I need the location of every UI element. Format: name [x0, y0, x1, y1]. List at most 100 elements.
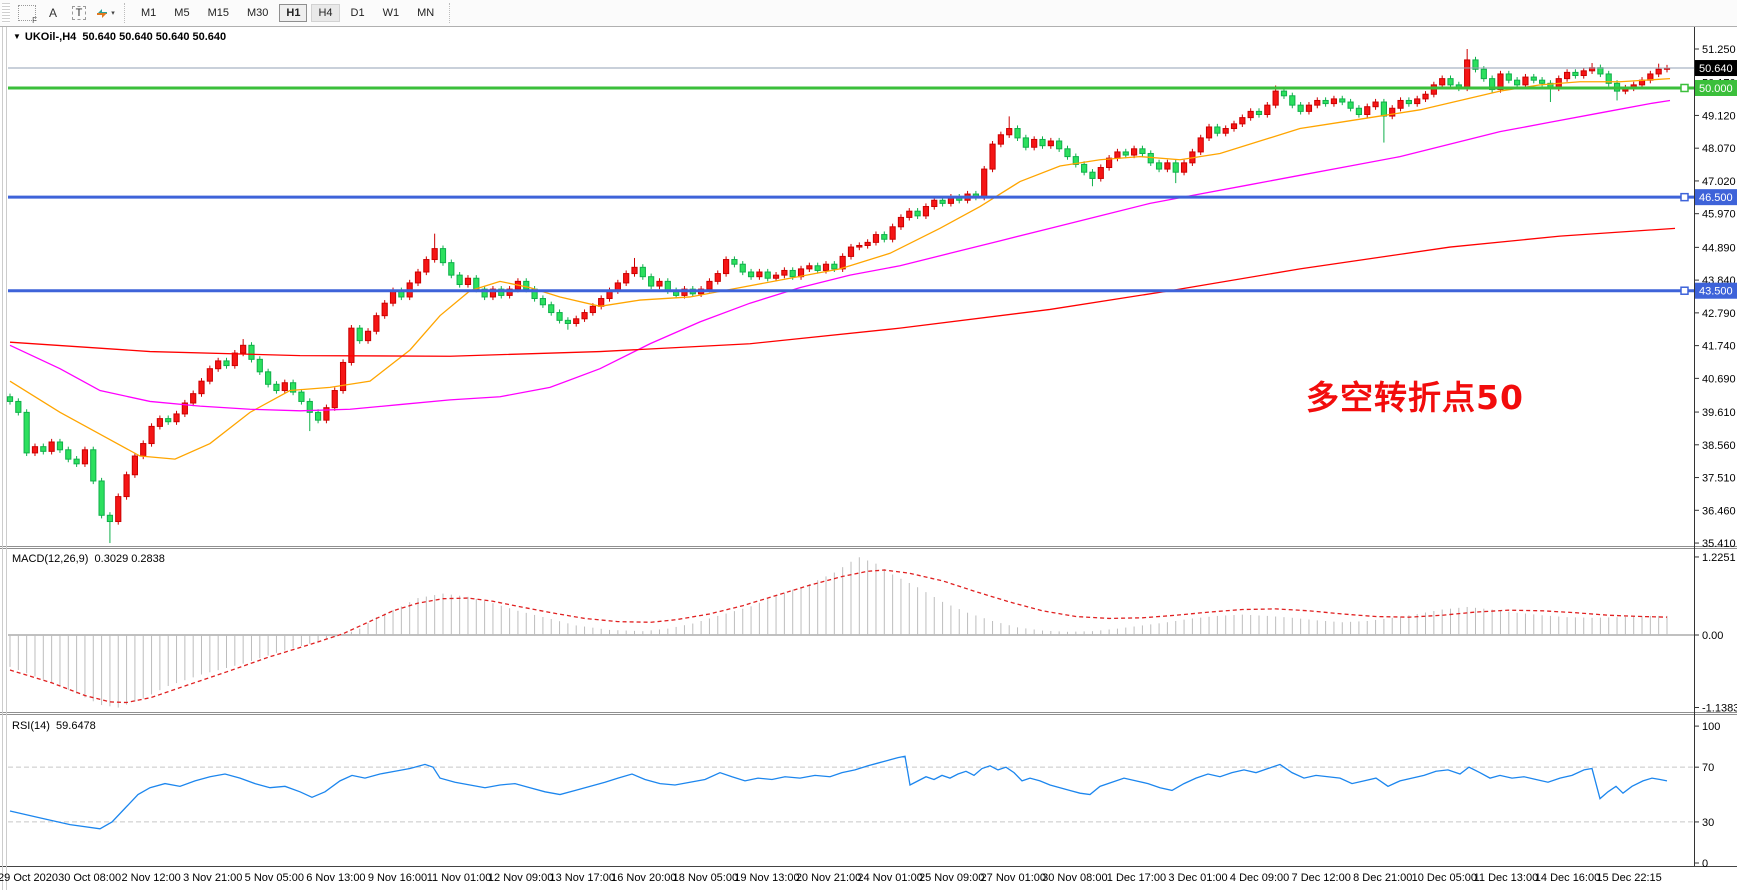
candle-body [456, 274, 463, 285]
ohlc-values: 50.640 50.640 50.640 50.640 [82, 31, 227, 43]
candle-body [81, 449, 89, 465]
candle-body [1255, 110, 1263, 115]
candle-body [548, 304, 555, 314]
candle-body [23, 411, 30, 454]
candle-body [931, 199, 938, 208]
candle-body [131, 455, 138, 476]
symbol-title: ▼ UKOil-,H4 50.640 50.640 50.640 50.640 [13, 31, 226, 43]
candle-body [631, 266, 638, 275]
time-axis-label: 18 Nov 05:00 [673, 872, 738, 884]
grid-f-icon[interactable]: F [16, 2, 38, 25]
time-axis-label: 30 Nov 08:00 [1042, 872, 1107, 884]
level-line-handle[interactable] [1680, 192, 1689, 202]
candle-body [364, 330, 372, 342]
rsi-title: RSI(14) [12, 720, 50, 732]
candle-body [1330, 98, 1338, 105]
candle-body [306, 400, 313, 413]
timeframe-w1-button[interactable]: W1 [376, 4, 407, 22]
candle-body [831, 263, 838, 270]
candle-body [98, 480, 105, 516]
candle-body [240, 344, 247, 354]
macd-current-values: 0.3029 0.2838 [94, 553, 165, 565]
timeframe-d1-button[interactable]: D1 [344, 4, 372, 22]
time-axis-label: 3 Dec 01:00 [1168, 872, 1227, 884]
candle-body [747, 271, 755, 278]
price-tick-label: 40.690 [1702, 373, 1736, 385]
candle-body [481, 288, 488, 298]
candle-body [1347, 101, 1354, 109]
time-axis-label: 29 Oct 2020 [0, 872, 58, 884]
candle-body [1514, 79, 1521, 86]
level-line-handle[interactable] [1680, 83, 1689, 93]
candle-body [15, 400, 22, 413]
level-line-handle[interactable] [1680, 286, 1689, 295]
timeframe-m15-button[interactable]: M15 [201, 4, 236, 22]
candle-body [1205, 126, 1213, 139]
candle-body [639, 266, 646, 278]
candle-body [1130, 148, 1138, 156]
paint-tool-icon[interactable]: ▾ [94, 2, 116, 24]
candle-body [1480, 68, 1487, 80]
chart-annotation-text[interactable]: 多空转折点50 [1306, 378, 1524, 417]
timeframe-m30-button[interactable]: M30 [240, 4, 275, 22]
candle-body [198, 380, 205, 395]
timeframe-m5-button[interactable]: M5 [167, 4, 196, 22]
candle-body [498, 288, 505, 296]
price-tick-label: 47.020 [1702, 176, 1736, 188]
candle-body [989, 143, 996, 170]
collapse-triangle-icon[interactable]: ▼ [13, 32, 21, 41]
time-axis-label: 13 Nov 17:00 [550, 872, 615, 884]
candle-body [1272, 90, 1279, 106]
candle-body [1031, 138, 1038, 148]
macd-signal-line [9, 569, 1668, 704]
timeframe-h1-button[interactable]: H1 [279, 4, 308, 22]
paint-tool-glyph [97, 9, 108, 18]
candle-body [506, 288, 513, 296]
rsi-current-value: 59.6478 [56, 720, 96, 732]
toolbar-drag-handle[interactable] [2, 3, 10, 23]
candle-body [897, 216, 905, 228]
candle-body [981, 168, 988, 198]
price-tick-label: 37.510 [1702, 473, 1736, 485]
price-badge-46.500 [1695, 189, 1737, 206]
candle-body [6, 396, 14, 402]
candle-body [123, 474, 130, 498]
dropdown-caret-icon[interactable]: ▾ [111, 10, 115, 17]
candle-body [1039, 138, 1046, 147]
price-tick-label: 48.070 [1702, 143, 1736, 155]
candle-body [223, 360, 230, 367]
text-label-icon[interactable]: A [48, 6, 57, 20]
candle-body [256, 358, 263, 373]
candle-body [789, 269, 796, 278]
timeframe-mn-button[interactable]: MN [410, 4, 441, 22]
candle-body [290, 382, 297, 393]
text-box-icon[interactable]: T [68, 2, 90, 24]
candle-body [872, 234, 880, 243]
macd-indicator-label: MACD(12,26,9) 0.3029 0.2838 [12, 553, 165, 565]
rsi-indicator-label: RSI(14) 59.6478 [12, 720, 96, 732]
candle-body [1397, 99, 1404, 109]
time-axis-label: 27 Nov 01:00 [981, 872, 1046, 884]
candle-body [273, 383, 280, 392]
candle-body [215, 360, 222, 370]
rsi-tick-label: 70 [1702, 762, 1714, 774]
candle-body [298, 391, 305, 402]
candle-body [1297, 104, 1304, 112]
time-axis-label: 12 Nov 09:00 [488, 872, 553, 884]
candle-body [1355, 107, 1363, 115]
candle-body [1655, 68, 1662, 75]
candle-body [722, 259, 730, 275]
price-tick-label: 39.610 [1702, 407, 1736, 419]
time-axis-label: 11 Dec 13:00 [1474, 872, 1539, 884]
price-badge-50.000 [1695, 79, 1737, 96]
time-axis-label: 24 Nov 01:00 [857, 872, 922, 884]
timeframe-h4-button[interactable]: H4 [311, 4, 340, 22]
candle-body [1264, 104, 1271, 115]
rsi-tick-label: 0 [1702, 858, 1708, 870]
candle-body [1106, 157, 1113, 169]
timeframe-m1-button[interactable]: M1 [134, 4, 163, 22]
text-box-glyph: T [71, 6, 87, 20]
candle-body [73, 458, 80, 465]
candle-body [140, 443, 147, 457]
